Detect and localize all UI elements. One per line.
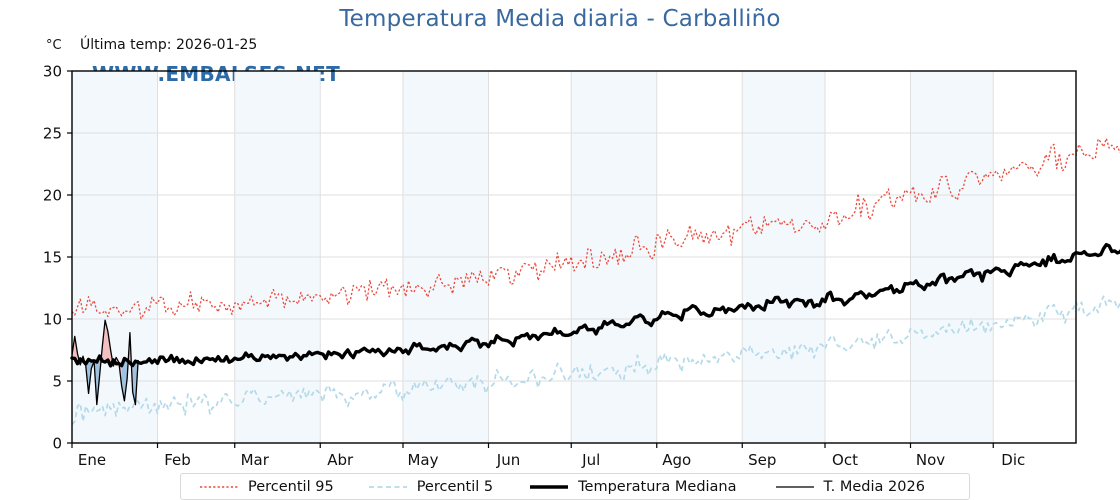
legend-swatch-temperatura-mediana xyxy=(530,484,569,489)
x-tick-label: Dic xyxy=(1001,451,1025,469)
x-tick-label: May xyxy=(407,451,438,469)
last-temp-label: Última temp: 2026-01-25 xyxy=(80,37,258,53)
legend-item-percentil-5[interactable]: Percentil 5 xyxy=(354,474,493,499)
legend-swatch-t-media-2026 xyxy=(775,485,814,488)
y-tick-label: 10 xyxy=(43,311,62,329)
y-tick-label: 25 xyxy=(43,125,62,143)
x-tick-label: Jun xyxy=(496,451,520,469)
y-tick-label: 20 xyxy=(43,187,62,205)
legend-label-percentil-95: Percentil 95 xyxy=(248,478,334,495)
y-tick-labels: 0 5 10 15 20 25 30 xyxy=(43,63,62,453)
x-tick-label: Feb xyxy=(164,451,191,469)
legend-swatch-percentil-5 xyxy=(368,485,407,488)
legend-label-t-media-2026: T. Media 2026 xyxy=(823,478,925,495)
x-tick-labels: Ene Feb Mar Abr May Jun Jul Ago Sep Oct Nov Dic xyxy=(78,451,1025,469)
y-tick-label: 0 xyxy=(52,435,62,453)
x-tick-label: Sep xyxy=(748,451,776,469)
x-tick-label: Abr xyxy=(327,451,354,469)
y-axis-unit-label: °C xyxy=(46,38,62,53)
legend-label-percentil-5: Percentil 5 xyxy=(416,478,494,495)
y-tick-label: 5 xyxy=(52,373,62,391)
x-tick-label: Ago xyxy=(662,451,691,469)
series-lines xyxy=(70,137,1120,425)
legend-item-percentil-95[interactable]: Percentil 95 xyxy=(185,474,334,499)
y-tick-label: 15 xyxy=(43,249,62,267)
x-tick-label: Mar xyxy=(241,451,270,469)
page-title: Temperatura Media diaria - Carballiño xyxy=(339,6,781,32)
legend-label-temperatura-mediana: Temperatura Mediana xyxy=(578,478,737,495)
x-tick-label: Nov xyxy=(916,451,945,469)
legend-item-temperatura-mediana[interactable]: Temperatura Mediana xyxy=(515,474,737,499)
x-tick-label: Oct xyxy=(832,451,858,469)
legend-item-t-media-2026[interactable]: T. Media 2026 xyxy=(761,474,925,499)
legend-swatch-percentil-95 xyxy=(200,485,238,488)
gridlines xyxy=(72,71,1076,443)
chart-legend: Percentil 95 Percentil 5 Temperatura Med… xyxy=(180,473,970,500)
y-tick-label: 30 xyxy=(43,63,62,81)
x-tick-label: Ene xyxy=(78,451,106,469)
axes xyxy=(67,70,1077,448)
x-tick-label: Jul xyxy=(581,451,600,469)
